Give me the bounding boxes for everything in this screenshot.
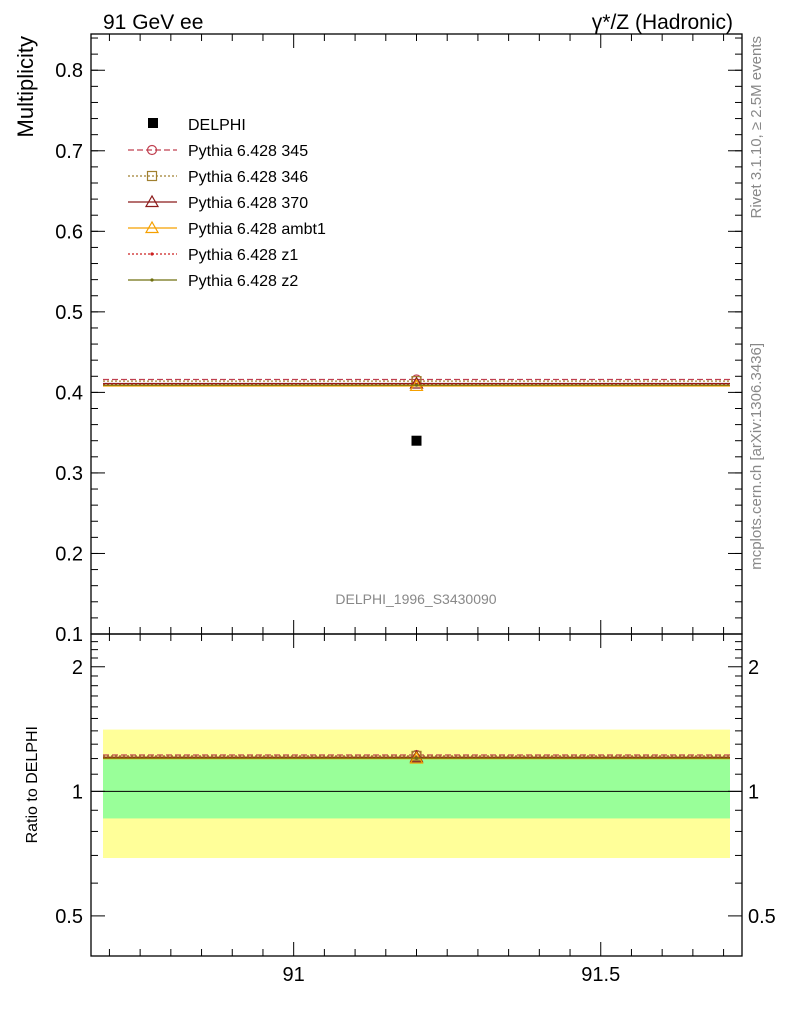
legend-label-4: Pythia 6.428 z1: [188, 247, 298, 264]
ratio-xtick-label: 91.5: [581, 964, 620, 986]
main-ylabel: Multiplicity: [13, 36, 38, 137]
main-ytick-label: 0.8: [55, 60, 83, 82]
main-ytick-label: 0.6: [55, 221, 83, 243]
header-left: 91 GeV ee: [103, 11, 203, 34]
legend-marker-2: [144, 194, 160, 208]
legend-label-1: Pythia 6.428 346: [188, 169, 308, 186]
analysis-annotation: DELPHI_1996_S3430090: [335, 591, 496, 607]
legend-label-2: Pythia 6.428 370: [188, 195, 308, 212]
legend-label-0: Pythia 6.428 345: [188, 143, 308, 160]
main-ytick-label: 0.2: [55, 543, 83, 565]
legend-label-5: Pythia 6.428 z2: [188, 273, 298, 290]
data-point-delphi: [411, 435, 422, 446]
mcplots-label: mcplots.cern.ch [arXiv:1306.3436]: [748, 343, 765, 570]
main-ytick-label: 0.3: [55, 463, 83, 485]
ratio-marker-2: [409, 750, 424, 763]
legend-label-3: Pythia 6.428 ambt1: [188, 221, 326, 238]
main-ytick-label: 0.4: [55, 382, 83, 404]
legend-marker-4: [150, 252, 154, 256]
legend: DELPHI Pythia 6.428 345 Pythia 6.428 346 Py…: [128, 117, 326, 290]
main-ytick-label: 0.5: [55, 302, 83, 324]
ratio-axis-ticks: 0.5 0.5 1 1 2 2 91 91.5: [55, 634, 776, 986]
ratio-xtick-label: 91: [283, 964, 305, 986]
ratio-ytick-label-left: 1: [72, 781, 83, 803]
ratio-frame: [90, 633, 743, 957]
ratio-ylabel: Ratio to DELPHI: [24, 726, 41, 843]
ratio-ytick-label-left: 0.5: [55, 906, 83, 928]
rivet-label: Rivet 3.1.10, ≥ 2.5M events: [748, 36, 765, 219]
legend-marker-3: [144, 220, 160, 234]
ratio-ytick-label-right: 0.5: [748, 906, 776, 928]
series-marker-5: [414, 383, 419, 387]
legend-label-delphi: DELPHI: [188, 117, 246, 134]
ratio-band-inner: [103, 758, 730, 819]
ratio-marker-5: [414, 756, 419, 760]
main-plot-area: [103, 374, 730, 446]
ratio-ytick-label-right: 1: [748, 781, 759, 803]
ratio-ytick-label-right: 2: [748, 657, 759, 679]
legend-marker-5: [150, 278, 154, 282]
legend-marker-0: [146, 144, 158, 156]
main-axis-ticks: 0.1 0.2 0.3 0.4 0.5 0.6 0.7 0.8: [55, 34, 742, 646]
ratio-plot-area: [91, 729, 742, 859]
main-ytick-label: 0.7: [55, 141, 83, 163]
legend-marker-1: [146, 170, 158, 182]
legend-marker-delphi: [148, 118, 158, 128]
ratio-ytick-label-left: 2: [72, 657, 83, 679]
series-marker-2: [409, 376, 424, 389]
main-ytick-label: 0.1: [55, 624, 83, 646]
header-right: γ*/Z (Hadronic): [592, 11, 733, 34]
